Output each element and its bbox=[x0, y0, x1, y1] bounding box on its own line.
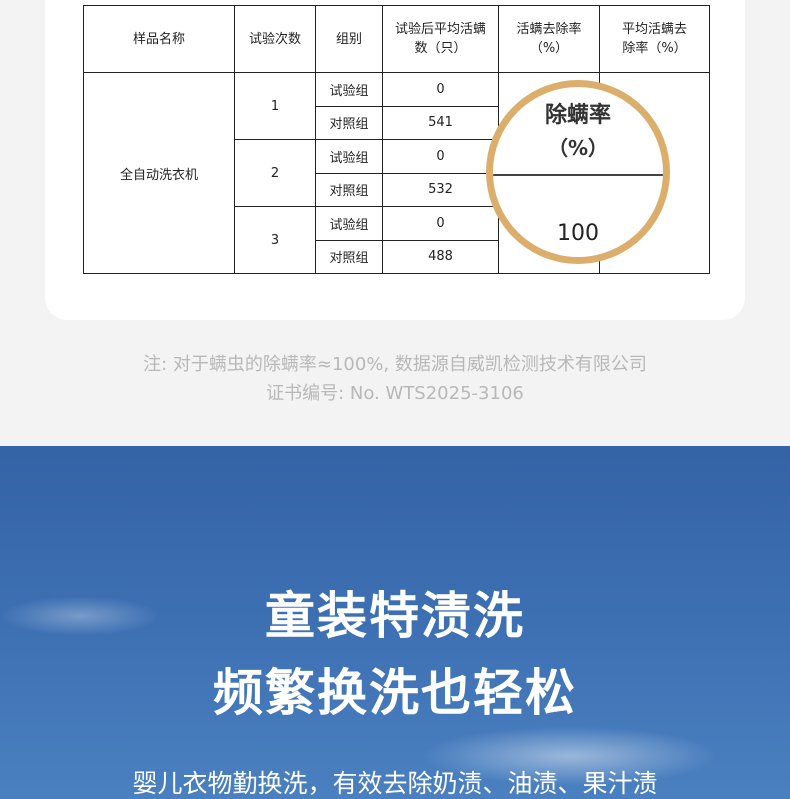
trial-number: 1 bbox=[234, 72, 316, 140]
banner-title-line1: 童装特渍洗 bbox=[265, 587, 525, 645]
trial-number: 3 bbox=[234, 206, 316, 274]
mite-removal-table: 样品名称 试验次数 组别 试验后平均活螨数（只） 活螨去除率（%） 平均活螨去除… bbox=[83, 5, 710, 274]
magnifier-divider bbox=[493, 174, 663, 176]
banner-subtitle: 婴儿衣物勤换洗，有效去除奶渍、油渍、果汁渍 bbox=[132, 769, 658, 798]
magnifier-title: 除螨率 bbox=[544, 103, 611, 128]
magnifier-unit: （%） bbox=[547, 136, 609, 160]
magnifier-circle: 除螨率 （%） 100 bbox=[486, 80, 670, 264]
group: 对照组 bbox=[315, 172, 383, 207]
light-streak bbox=[420, 726, 720, 786]
light-streak bbox=[0, 596, 160, 636]
count: 0 bbox=[382, 206, 499, 241]
header-avg-rate: 平均活螨去除率（%） bbox=[599, 5, 710, 73]
note-source: 注: 对于螨虫的除螨率≈100%, 数据源自威凯检测技术有限公司 bbox=[143, 354, 647, 375]
count: 532 bbox=[382, 172, 499, 207]
count: 488 bbox=[382, 239, 499, 274]
sample-name: 全自动洗衣机 bbox=[83, 72, 235, 274]
magnifier-value: 100 bbox=[557, 221, 599, 246]
banner-title-line2: 频繁换洗也轻松 bbox=[213, 664, 577, 722]
count: 541 bbox=[382, 105, 499, 140]
trial-number: 2 bbox=[234, 139, 316, 207]
header-rate: 活螨去除率（%） bbox=[498, 5, 600, 73]
group: 试验组 bbox=[315, 72, 383, 107]
header-sample: 样品名称 bbox=[83, 5, 235, 73]
banner-section: 童装特渍洗 频繁换洗也轻松 婴儿衣物勤换洗，有效去除奶渍、油渍、果汁渍 bbox=[0, 446, 790, 799]
group: 对照组 bbox=[315, 105, 383, 140]
group: 对照组 bbox=[315, 239, 383, 274]
header-count: 试验后平均活螨数（只） bbox=[382, 5, 499, 73]
header-group: 组别 bbox=[315, 5, 383, 73]
count: 0 bbox=[382, 72, 499, 107]
note-certificate: 证书编号: No. WTS2025-3106 bbox=[266, 383, 524, 404]
group: 试验组 bbox=[315, 139, 383, 174]
count: 0 bbox=[382, 139, 499, 174]
header-trials: 试验次数 bbox=[234, 5, 316, 73]
group: 试验组 bbox=[315, 206, 383, 241]
